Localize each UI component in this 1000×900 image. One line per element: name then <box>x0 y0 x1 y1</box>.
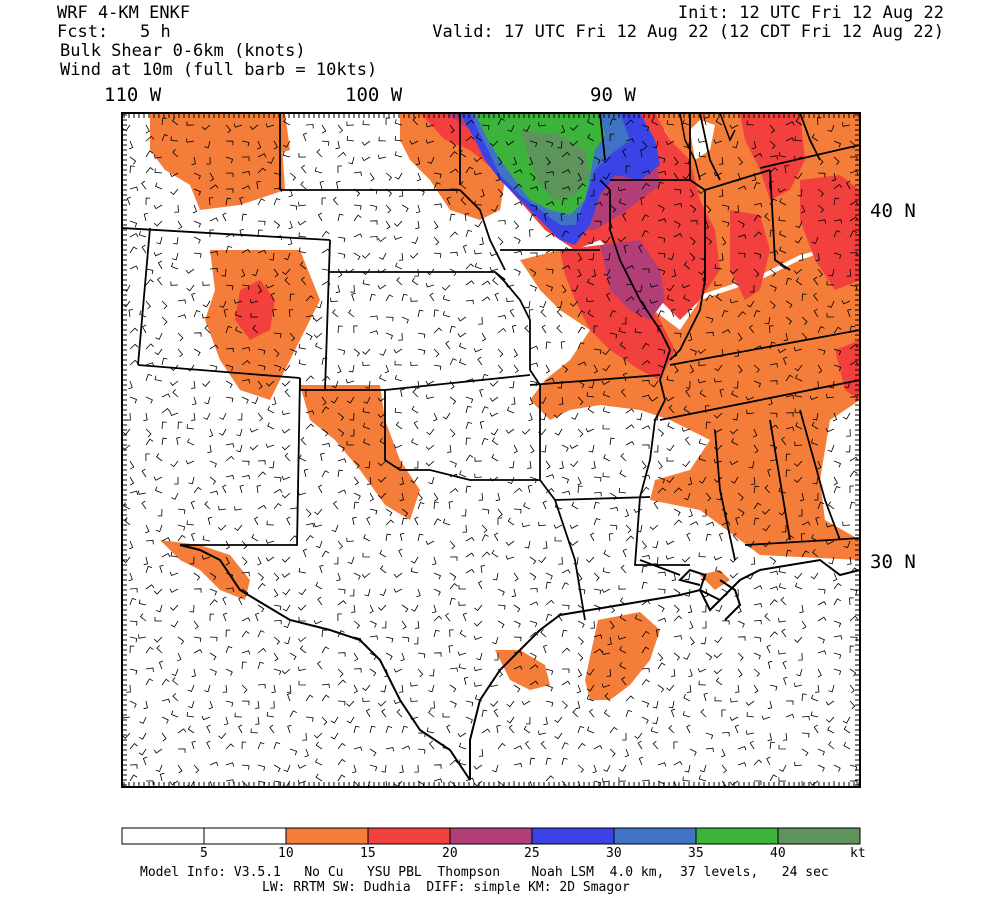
colorbar-tick-label: 5 <box>200 846 208 861</box>
lat-label-40n: 40 N <box>870 200 916 222</box>
valid-time: Valid: 17 UTC Fri 12 Aug 22 (12 CDT Fri … <box>432 22 944 42</box>
colorbar-boxes <box>121 827 861 845</box>
coastline <box>179 544 860 781</box>
lon-label-90w: 90 W <box>590 84 636 106</box>
wind-barbs <box>122 116 859 787</box>
forecast-hour: 5 h <box>140 22 171 42</box>
colorbar-unit: kt <box>850 846 866 861</box>
lat-label-30n: 30 N <box>870 551 916 573</box>
physics-info: LW: RRTM SW: Dudhia DIFF: simple KM: 2D … <box>262 880 630 895</box>
colorbar-tick-label: 10 <box>278 846 294 861</box>
wind-description: Wind at 10m (full barb = 10kts) <box>60 60 378 80</box>
colorbar-box-4 <box>449 827 533 845</box>
model-title: WRF 4-KM ENKF <box>57 3 191 23</box>
init-time: Init: 12 UTC Fri 12 Aug 22 <box>677 3 944 23</box>
colorbar-tick-label: 25 <box>524 846 540 861</box>
colorbar-tick-label: 30 <box>606 846 622 861</box>
colorbar-tick-label: 35 <box>688 846 704 861</box>
colorbar-box-0 <box>121 827 205 845</box>
colorbar-tick-label: 20 <box>442 846 458 861</box>
colorbar-box-8 <box>777 827 861 845</box>
colorbar-tick-label: 40 <box>770 846 786 861</box>
colorbar-box-6 <box>613 827 697 845</box>
colorbar-box-7 <box>695 827 779 845</box>
colorbar-box-5 <box>531 827 615 845</box>
frame-ticks <box>122 113 860 787</box>
state-borders <box>122 113 860 621</box>
colorbar-box-2 <box>285 827 369 845</box>
colorbar-box-1 <box>203 827 287 845</box>
model-info: Model Info: V3.5.1 No Cu YSU PBL Thompso… <box>140 865 829 880</box>
lon-label-110w: 110 W <box>104 84 162 106</box>
lon-label-100w: 100 W <box>345 84 403 106</box>
shear-20-25kt <box>445 113 665 320</box>
colorbar-tick-label: 15 <box>360 846 376 861</box>
forecast-label: Fcst: <box>57 22 109 42</box>
colorbar-box-3 <box>367 827 451 845</box>
shear-40plus-kt <box>520 130 590 200</box>
field-description: Bulk Shear 0-6km (knots) <box>60 41 306 61</box>
shear-shading <box>122 113 860 787</box>
great-lakes <box>679 113 736 181</box>
